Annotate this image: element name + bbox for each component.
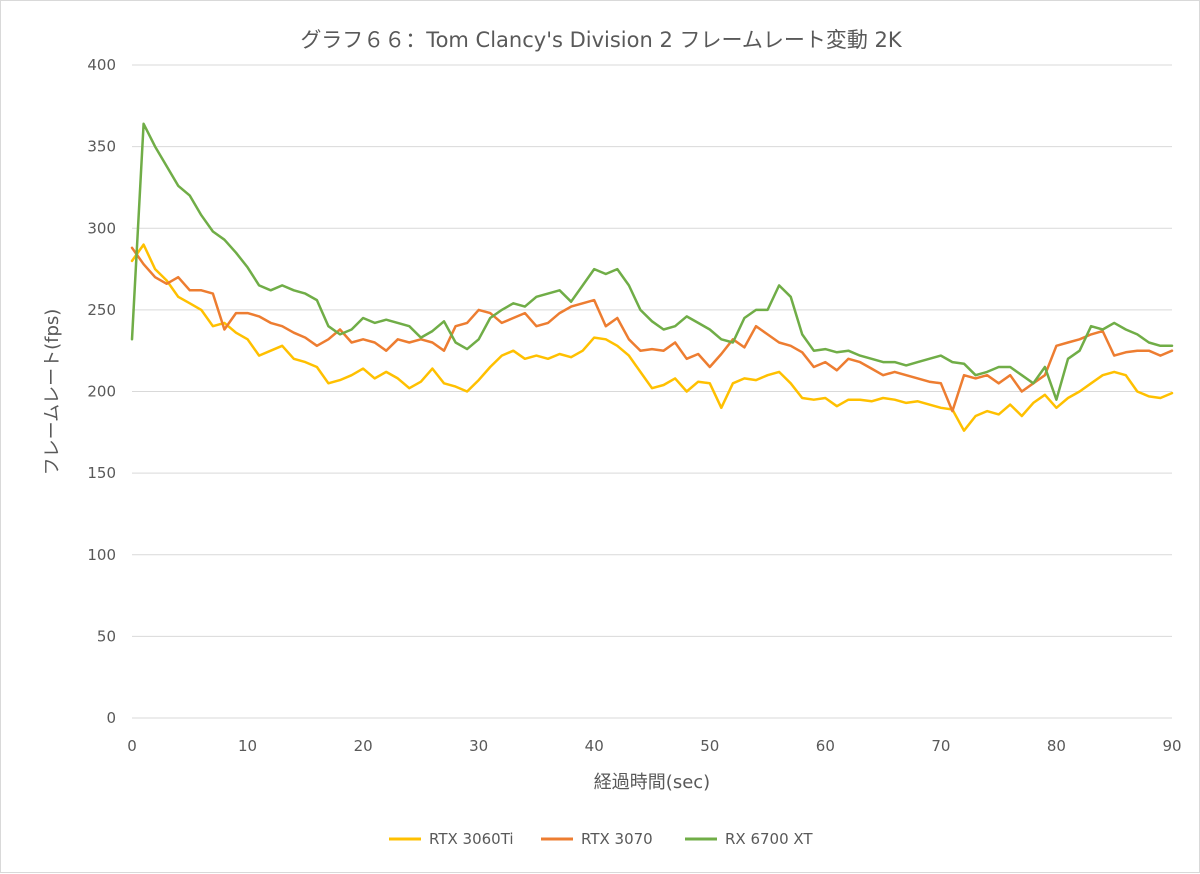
x-tick-label: 90 [1162,737,1181,755]
x-tick-label: 60 [816,737,835,755]
y-tick-label: 100 [87,546,116,564]
y-tick-label: 400 [87,56,116,74]
y-tick-label: 250 [87,301,116,319]
legend: RTX 3060Ti RTX 3070 RX 6700 XT [389,830,813,848]
x-axis-ticks: 0 10 20 30 40 50 60 70 80 90 [127,737,1181,755]
x-tick-label: 50 [700,737,719,755]
series-line-rx-6700-xt [130,122,1174,401]
x-tick-label: 80 [1047,737,1066,755]
series-lines [130,122,1174,432]
x-tick-label: 40 [585,737,604,755]
x-tick-label: 20 [354,737,373,755]
y-tick-label: 50 [97,627,116,645]
x-tick-label: 30 [469,737,488,755]
x-axis-label: 経過時間(sec) [594,772,710,793]
series-line-rtx-3060ti [130,243,1174,432]
y-tick-label: 0 [106,709,116,727]
x-tick-label: 0 [127,737,137,755]
y-tick-label: 300 [87,219,116,237]
y-tick-label: 350 [87,138,116,156]
x-tick-label: 10 [238,737,257,755]
y-tick-label: 150 [87,464,116,482]
y-axis-ticks: 0 50 100 150 200 250 300 350 400 [87,56,116,727]
legend-label: RTX 3060Ti [429,830,514,848]
x-tick-label: 70 [931,737,950,755]
gridlines [132,64,1172,719]
chart-title: グラフ６６：Tom Clancy's Division 2 フレームレート変動 … [300,28,903,52]
legend-label: RTX 3070 [581,830,653,848]
y-axis-label: フレームレート(fps) [42,309,63,476]
y-tick-label: 200 [87,383,116,401]
legend-label: RX 6700 XT [725,830,813,848]
series-line-rtx-3070 [130,246,1174,413]
